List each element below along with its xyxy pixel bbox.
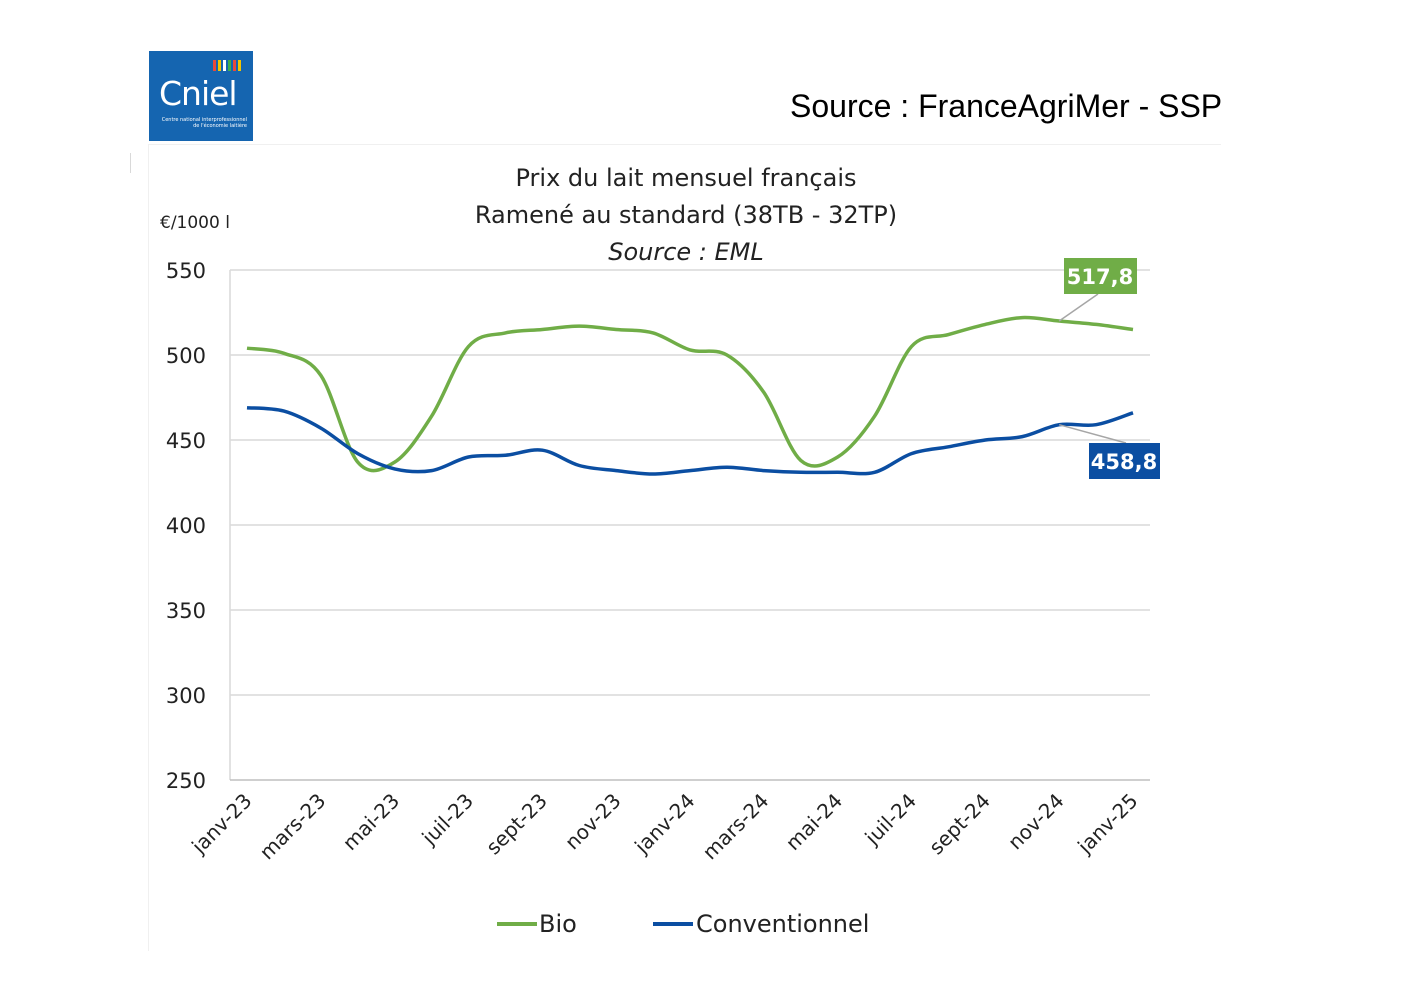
x-tick-label-mai-23: mai-23: [338, 789, 404, 855]
point-bio-juin-23: [430, 414, 434, 418]
x-tick-label-mars-24: mars-24: [698, 789, 774, 865]
point-conventionnel-sept-23: [540, 448, 544, 452]
x-tick-label-nov-23: nov-23: [560, 789, 626, 855]
callout-label-bio: 517,8: [1067, 265, 1133, 289]
y-tick-label-400: 400: [166, 514, 206, 538]
legend: Bio Conventionnel: [497, 910, 869, 938]
point-bio-déc-23: [651, 331, 655, 335]
x-tick-label-janv-24: janv-24: [629, 789, 699, 859]
chart-subtitle: Source : EML: [608, 238, 764, 266]
x-tick-label-mai-24: mai-24: [781, 789, 847, 855]
callout-label-conventionnel: 458,8: [1091, 450, 1157, 474]
point-bio-avr-24: [799, 458, 803, 462]
x-tick-label-mars-23: mars-23: [255, 789, 331, 865]
callout-leader-bio: [1058, 293, 1099, 322]
x-tick-label-sept-24: sept-24: [924, 789, 995, 860]
logo-mark-icon: [213, 60, 241, 71]
x-tick-label-nov-24: nov-24: [1003, 789, 1069, 855]
point-conventionnel-juil-23: [467, 455, 471, 459]
x-tick-label-sept-23: sept-23: [481, 789, 552, 860]
point-conventionnel-janv-24: [688, 469, 692, 473]
point-conventionnel-janv-25: [1131, 411, 1135, 415]
point-conventionnel-juil-24: [910, 452, 914, 456]
point-conventionnel-déc-23: [651, 472, 655, 476]
chart-title-line-1: Prix du lait mensuel français: [515, 164, 856, 192]
callout-leader-conventionnel: [1058, 423, 1127, 444]
point-bio-févr-24: [725, 353, 729, 357]
chart-title-line-2: Ramené au standard (38TB - 32TP): [475, 201, 897, 229]
x-tick-label-juil-24: juil-24: [860, 789, 922, 851]
cniel-logo: Cniel Centre national interprofessionnel…: [149, 51, 253, 141]
point-bio-juil-23: [467, 345, 471, 349]
point-bio-août-23: [503, 331, 507, 335]
point-conventionnel-nov-23: [614, 469, 618, 473]
point-conventionnel-sept-24: [983, 438, 987, 442]
point-bio-janv-25: [1131, 328, 1135, 332]
callout-box-conventionnel: [1089, 443, 1160, 479]
point-bio-janv-24: [688, 348, 692, 352]
point-conventionnel-déc-24: [1094, 423, 1098, 427]
y-axis-unit: €/1000 l: [160, 213, 230, 233]
point-bio-oct-24: [1020, 316, 1024, 320]
x-tick-label-janv-23: janv-23: [186, 789, 256, 859]
logo-subtitle: Centre national interprofessionnel de l'…: [161, 117, 247, 129]
point-bio-mars-23: [319, 373, 323, 377]
point-bio-déc-24: [1094, 322, 1098, 326]
point-conventionnel-juin-23: [430, 469, 434, 473]
chart-panel: [148, 144, 1221, 951]
point-bio-mai-24: [836, 455, 840, 459]
point-bio-mars-24: [762, 390, 766, 394]
point-conventionnel-mars-24: [762, 469, 766, 473]
source-label: Source : FranceAgriMer - SSP: [790, 88, 1223, 124]
divider: [130, 153, 131, 173]
point-bio-sept-24: [983, 322, 987, 326]
point-bio-oct-23: [577, 324, 581, 328]
legend-conventionnel-label: Conventionnel: [696, 910, 869, 938]
x-tick-label-janv-25: janv-25: [1072, 789, 1142, 859]
y-tick-label-350: 350: [166, 599, 206, 623]
y-tick-label-500: 500: [166, 344, 206, 368]
point-bio-nov-23: [614, 328, 618, 332]
y-tick-label-550: 550: [166, 259, 206, 283]
point-bio-juin-24: [873, 414, 877, 418]
point-conventionnel-juin-24: [873, 470, 877, 474]
point-conventionnel-févr-24: [725, 465, 729, 469]
point-conventionnel-oct-23: [577, 464, 581, 468]
point-conventionnel-mai-23: [393, 467, 397, 471]
y-tick-label-300: 300: [166, 684, 206, 708]
point-bio-avr-23: [356, 460, 360, 464]
point-conventionnel-janv-23: [245, 406, 249, 410]
point-bio-févr-23: [282, 351, 286, 355]
point-bio-août-24: [946, 333, 950, 337]
callout-box-bio: [1064, 258, 1137, 294]
point-conventionnel-août-24: [946, 445, 950, 449]
point-conventionnel-févr-23: [282, 409, 286, 413]
legend-bio-label: Bio: [539, 910, 577, 938]
series-line-bio: [246, 315, 1134, 473]
point-conventionnel-avr-24: [799, 470, 803, 474]
point-conventionnel-mai-24: [836, 470, 840, 474]
x-tick-label-juil-23: juil-23: [417, 789, 479, 851]
point-conventionnel-oct-24: [1020, 435, 1024, 439]
point-bio-juil-24: [910, 345, 914, 349]
point-conventionnel-avr-23: [356, 452, 360, 456]
point-bio-sept-23: [540, 328, 544, 332]
series-line-conventionnel: [246, 405, 1134, 476]
point-bio-mai-23: [393, 460, 397, 464]
logo-name: Cniel: [159, 74, 238, 113]
point-conventionnel-août-23: [503, 453, 507, 457]
y-tick-label-450: 450: [166, 429, 206, 453]
point-conventionnel-mars-23: [319, 426, 323, 430]
point-bio-janv-23: [245, 346, 249, 350]
y-tick-label-250: 250: [166, 769, 206, 793]
